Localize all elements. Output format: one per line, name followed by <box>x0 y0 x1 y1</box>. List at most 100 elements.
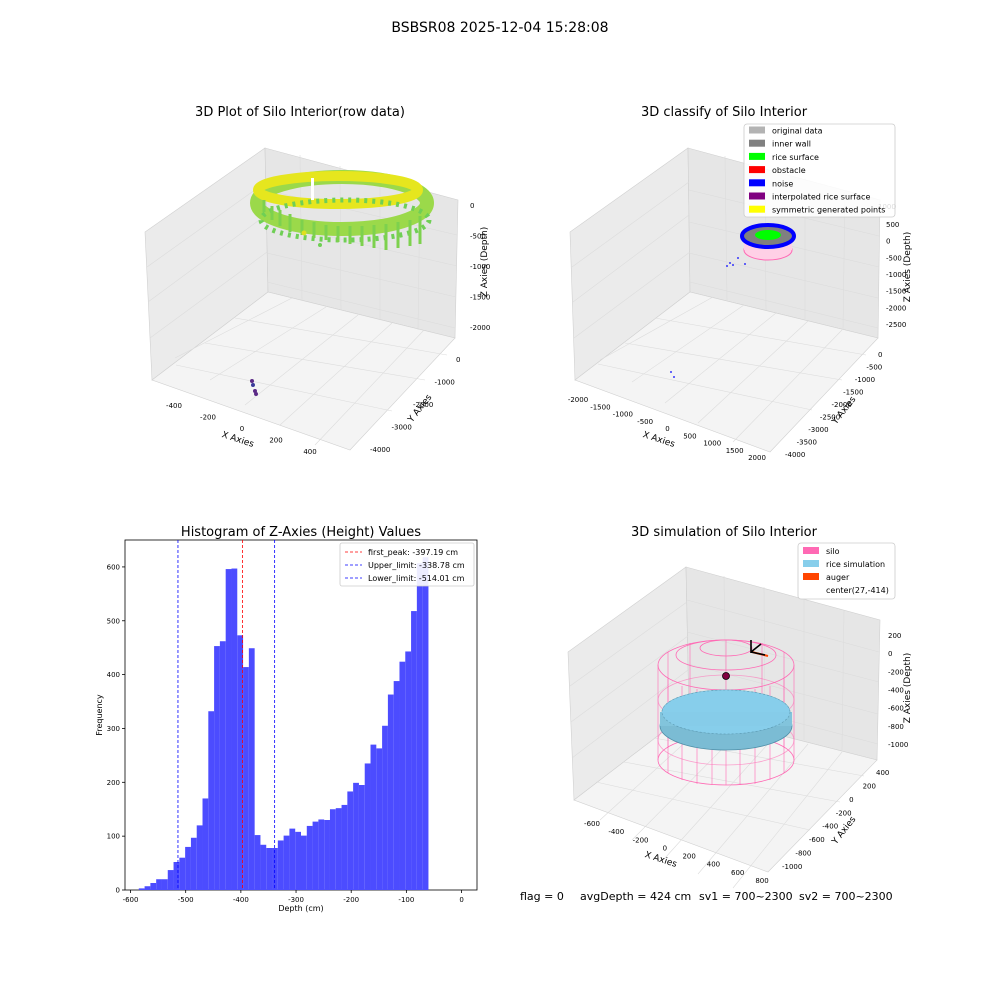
plot2-y-tick: -3000 <box>808 426 828 434</box>
plot2-x-tick: -500 <box>637 418 653 426</box>
plot4-xlabel: X Axies <box>643 850 678 870</box>
plot4-z-tick: 0 <box>888 650 892 658</box>
plot4-x-tick: 0 <box>663 844 667 852</box>
histogram-bar <box>376 748 383 890</box>
plot2-x-tick: 2000 <box>748 454 766 462</box>
plot2-z-tick: 500 <box>886 221 899 229</box>
plot4-y-tick: -600 <box>809 836 825 844</box>
plot4-x-tick: 800 <box>755 877 768 885</box>
plot4-y-tick: -400 <box>822 823 838 831</box>
plot4-x-tick: -400 <box>608 828 624 836</box>
plot2-ylabel: Y Axies <box>830 395 859 428</box>
chart-title: Histogram of Z-Axies (Height) Values <box>181 525 421 540</box>
plot2-z-tick: -1500 <box>886 288 906 296</box>
plot2-legend-label: rice surface <box>772 153 819 162</box>
histogram-bar <box>254 835 261 890</box>
footer-sv2: sv2 = 700~2300 <box>799 890 893 903</box>
plot4-title: 3D simulation of Silo Interior <box>631 525 818 540</box>
histogram-legend-items: first_peak: -397.19 cm Upper_limit: -338.… <box>345 548 465 583</box>
plot2-z-ticks: 500 0 -500 -1000 -1500 -2000 -2500 <box>886 221 906 329</box>
plot2-z-tick: -1000 <box>886 271 906 279</box>
histogram-bar <box>387 694 394 890</box>
histogram-bar <box>411 611 417 890</box>
plot4-legend-label: center(27,-414) <box>826 586 889 595</box>
histogram-bar <box>179 857 186 890</box>
plot1-x-tick: 400 <box>303 448 316 456</box>
histogram-bar <box>248 648 255 890</box>
plot1-3d-raw: 3D Plot of Silo Interior(row data) <box>144 105 490 456</box>
histogram-bar <box>231 568 238 890</box>
plot1-z-tick: -500 <box>470 233 486 241</box>
histogram-y-tick-label: 400 <box>107 671 120 679</box>
plot1-x-tick: 200 <box>269 437 282 445</box>
histogram-x-tick-label: -500 <box>178 896 194 904</box>
plot2-legend-label: obstacle <box>772 166 806 175</box>
footer-status: flag = 0 avgDepth = 424 cm sv1 = 700~230… <box>520 890 893 903</box>
histogram-bar <box>156 879 162 890</box>
plot2-legend-label: original data <box>772 127 823 136</box>
histogram-bar <box>399 661 406 890</box>
plot1-y-tick: -4000 <box>370 446 390 454</box>
histogram-bar <box>214 646 220 890</box>
plot4-legend-items: silo rice simulation auger center(27,-414) <box>803 547 889 595</box>
histogram-x-tick-label: 0 <box>459 896 463 904</box>
plot4-z-tick: -1000 <box>888 741 908 749</box>
plot4-legend-label: silo <box>826 547 840 556</box>
plot1-y-ticks: 0 -1000 -2000 -3000 -4000 <box>370 356 460 454</box>
plot1-z-tick: 0 <box>470 202 474 210</box>
plot1-z-tick: -1000 <box>470 263 490 271</box>
plot2-xlabel: X Axies <box>641 430 676 450</box>
plot2-x-tick: 1500 <box>726 447 744 455</box>
histogram-bar <box>306 825 313 890</box>
plot4-x-tick: 600 <box>731 869 744 877</box>
plot2-zlabel: Z Axies (Depth) <box>903 232 913 303</box>
histogram-bar <box>335 808 342 890</box>
plot2-legend <box>743 123 896 218</box>
plot2-3d-classify: 3D classify of Silo Interior <box>568 105 913 462</box>
plot4-y-tick: -1000 <box>782 863 802 871</box>
plot1-title: 3D Plot of Silo Interior(row data) <box>195 105 405 120</box>
histogram-bar <box>161 879 168 890</box>
plot1-outlier-point <box>250 379 254 383</box>
histogram-bar <box>272 848 278 890</box>
plot2-x-tick: 0 <box>665 425 669 433</box>
plot1-xlabel: X Axies <box>220 430 255 450</box>
histogram-legend-label: Lower_limit: -514.01 cm <box>368 574 465 583</box>
plot2-legend-swatch <box>749 152 765 160</box>
plot1-gridlines <box>146 154 458 446</box>
histogram-bar <box>196 825 203 890</box>
plot3-histogram: Histogram of Z-Axies (Height) Values -60… <box>95 525 478 913</box>
plot4-y-tick: -800 <box>795 850 811 858</box>
plot4-z-tick: -600 <box>888 705 904 713</box>
plot1-x-ticks: -400 -200 0 200 400 <box>166 402 317 456</box>
plot4-legend-label: auger <box>826 573 850 582</box>
plot4-3d-simulation: 3D simulation of Silo Interior <box>567 525 913 889</box>
histogram-bar <box>237 635 244 890</box>
plot1-z-tick: -2000 <box>470 324 490 332</box>
plot2-y-tick: -1500 <box>843 389 863 397</box>
histogram-bar <box>167 870 174 890</box>
histogram-bar <box>393 681 400 890</box>
histogram-bar <box>185 846 191 890</box>
histogram-y-tick-label: 300 <box>107 725 120 733</box>
histogram-y-tick-label: 600 <box>107 563 120 571</box>
plot2-y-tick: -2500 <box>820 414 840 422</box>
plot4-z-tick: -400 <box>888 687 904 695</box>
plot2-title: 3D classify of Silo Interior <box>641 105 808 120</box>
plot2-point-cloud <box>670 223 796 378</box>
histogram-y-tick-label: 200 <box>107 779 120 787</box>
histogram-bar <box>347 791 354 890</box>
plot2-y-ticks: 0 -500 -1000 -1500 -2000 -2500 -3000 -3500 -4000 <box>785 351 882 459</box>
plot1-y-tick: -1000 <box>435 379 455 387</box>
plot4-x-tick: -600 <box>584 820 600 828</box>
histogram-y-tick-label: 100 <box>107 833 120 841</box>
histogram-x-tick-label: -100 <box>398 896 414 904</box>
histogram-bar <box>144 886 151 890</box>
plot2-legend-swatch <box>749 166 765 174</box>
histogram-bar <box>416 563 423 890</box>
plot2-y-tick: -4000 <box>785 451 805 459</box>
plot4-z-tick: 200 <box>888 632 901 640</box>
histogram-bar <box>295 831 301 890</box>
plot2-y-tick: -500 <box>866 364 882 372</box>
